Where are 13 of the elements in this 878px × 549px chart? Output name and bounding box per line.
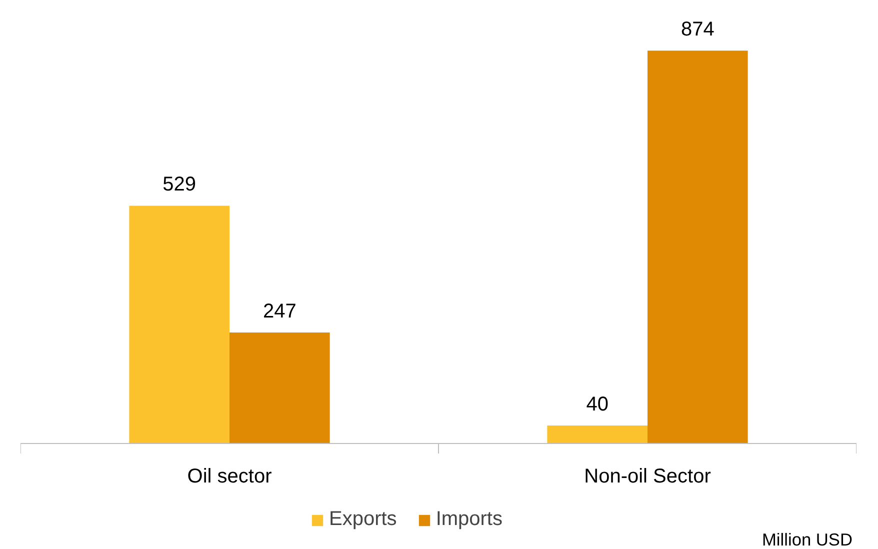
x-tick-label: Non-oil Sector [584, 465, 712, 488]
data-label: 40 [586, 393, 608, 416]
legend-label: Exports [329, 508, 397, 531]
data-label: 247 [262, 300, 296, 322]
bar [129, 206, 230, 444]
text: Million USD [762, 530, 853, 549]
data-label: 874 [680, 18, 714, 41]
bar [230, 332, 330, 444]
bar [547, 425, 648, 444]
bar [648, 50, 748, 444]
x-tick-label: Oil sector [187, 465, 272, 488]
data-label: 529 [162, 174, 196, 196]
legend-label: Imports [436, 508, 502, 531]
